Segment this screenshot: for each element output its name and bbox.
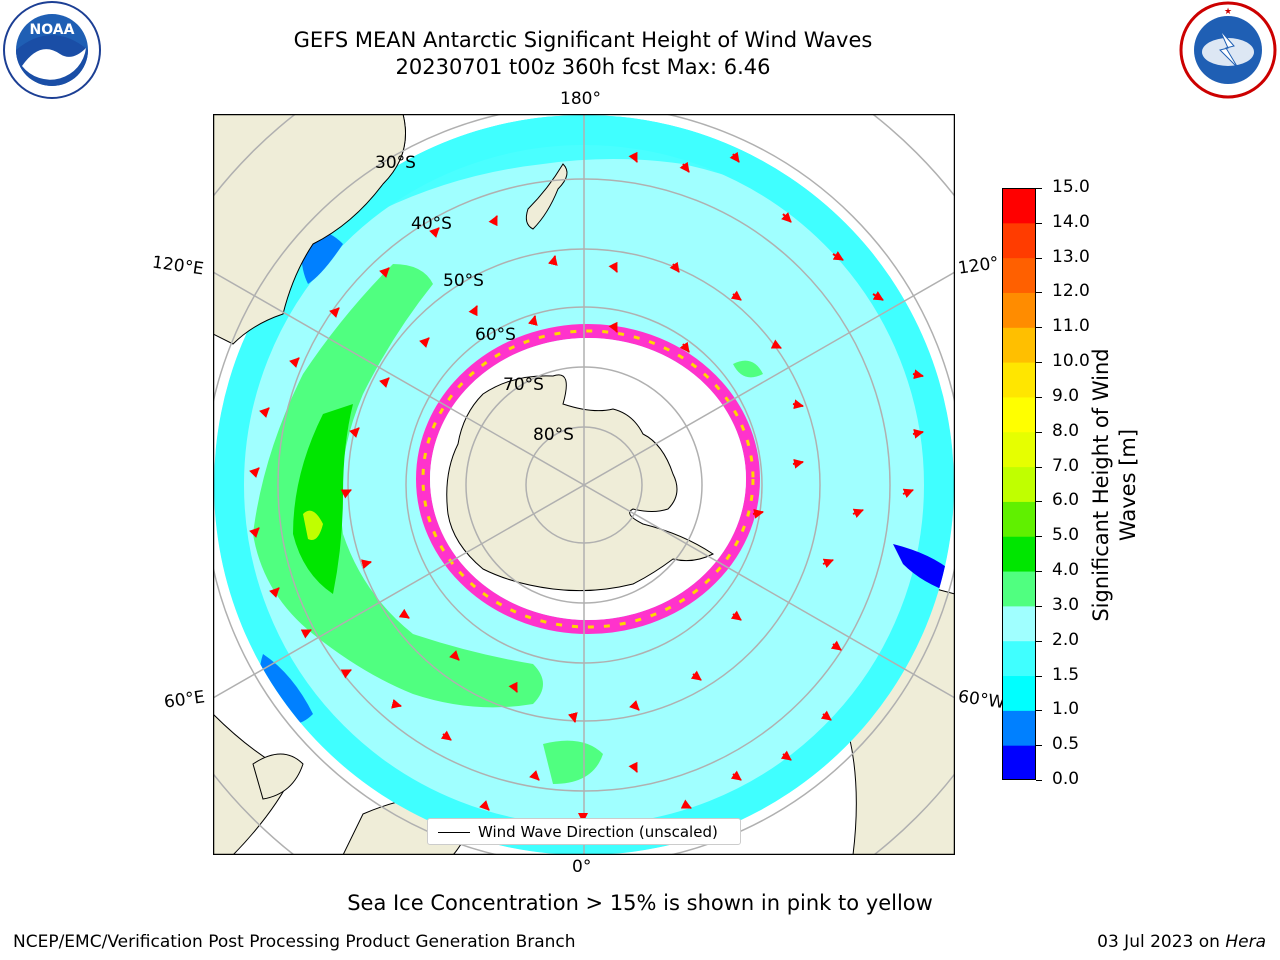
chart-subtitle: 20230701 t00z 360h fcst Max: 6.46	[395, 55, 771, 79]
footer-date-text: 03 Jul 2023 on	[1097, 932, 1226, 952]
colorbar-tick-mark	[1036, 257, 1042, 259]
colorbar-tick-label: 6.0	[1052, 490, 1080, 511]
colorbar-tick-label: 8.0	[1052, 420, 1080, 441]
colorbar-tick-label: 15.0	[1052, 177, 1090, 197]
colorbar-segment	[1002, 431, 1036, 468]
lat-label-50s: 50°S	[443, 271, 484, 291]
lon-label-lower-right: 60°W	[956, 686, 1007, 714]
colorbar-segment	[1002, 745, 1036, 780]
lon-label-upper-left: 120°E	[150, 252, 205, 280]
lat-label-60s: 60°S	[475, 325, 516, 345]
colorbar-tick-mark	[1036, 431, 1042, 433]
colorbar-segment	[1002, 327, 1036, 363]
colorbar-tick-label: 10.0	[1052, 351, 1090, 372]
colorbar-tick-mark	[1036, 188, 1042, 189]
polar-map: 30°S 40°S 50°S 60°S 70°S 80°S	[213, 114, 955, 855]
colorbar-tick-label: 14.0	[1052, 211, 1090, 232]
colorbar-tick-label: 4.0	[1052, 560, 1080, 581]
legend-line	[438, 832, 470, 833]
lon-label-lower-left: 60°E	[162, 687, 207, 713]
colorbar-tick-mark	[1036, 605, 1042, 607]
colorbar-segment	[1002, 710, 1036, 746]
colorbar-tick-mark	[1036, 571, 1042, 573]
colorbar-segment	[1002, 222, 1036, 259]
colorbar	[1002, 188, 1036, 780]
graticule	[213, 114, 955, 855]
colorbar-segment	[1002, 675, 1036, 711]
legend-text: Wind Wave Direction (unscaled)	[478, 823, 718, 841]
colorbar-tick-label: 7.0	[1052, 455, 1080, 476]
colorbar-segment	[1002, 571, 1036, 607]
svg-text:★: ★	[1224, 7, 1232, 17]
lon-label-bottom: 0°	[572, 857, 592, 877]
colorbar-tick-label: 0.5	[1052, 734, 1080, 755]
lat-label-40s: 40°S	[411, 214, 452, 234]
australia-land	[213, 114, 406, 345]
sea-ice-caption: Sea Ice Concentration > 15% is shown in …	[347, 891, 933, 915]
colorbar-tick-mark	[1036, 745, 1042, 747]
colorbar-segment	[1002, 605, 1036, 642]
lat-label-80s: 80°S	[533, 425, 574, 445]
lat-label-30s: 30°S	[375, 153, 416, 173]
colorbar-segment	[1002, 188, 1036, 224]
colorbar-segment	[1002, 640, 1036, 677]
lat-label-70s: 70°S	[503, 375, 544, 395]
colorbar-segment	[1002, 396, 1036, 433]
colorbar-tick-mark	[1036, 292, 1042, 294]
footer-branch: NCEP/EMC/Verification Post Processing Pr…	[13, 932, 576, 952]
colorbar-tick-mark	[1036, 675, 1042, 677]
colorbar-tick-mark	[1036, 501, 1042, 503]
colorbar-tick-label: 9.0	[1052, 385, 1080, 406]
noaa-logo-icon: NOAA	[3, 1, 101, 99]
map-legend: Wind Wave Direction (unscaled)	[427, 818, 741, 845]
colorbar-tick-label: 2.0	[1052, 629, 1080, 650]
colorbar-tick-label: 12.0	[1052, 281, 1090, 302]
colorbar-tick-mark	[1036, 536, 1042, 538]
colorbar-tick-mark	[1036, 396, 1042, 398]
colorbar-tick-label: 5.0	[1052, 525, 1080, 546]
colorbar-tick-label: 1.5	[1052, 664, 1080, 685]
colorbar-segment	[1002, 466, 1036, 502]
colorbar-tick-label: 3.0	[1052, 594, 1080, 615]
lon-label-upper-right: 120°	[956, 253, 1001, 279]
wind-wave-arrows	[249, 151, 924, 823]
colorbar-tick-mark	[1036, 710, 1042, 712]
chart-title: GEFS MEAN Antarctic Significant Height o…	[293, 28, 873, 52]
footer-machine: Hera	[1225, 932, 1266, 952]
colorbar-tick-mark	[1036, 466, 1042, 468]
colorbar-tick-mark	[1036, 327, 1042, 329]
colorbar-segment	[1002, 536, 1036, 572]
colorbar-segment	[1002, 501, 1036, 537]
colorbar-label: Significant Height of Wind Waves [m]	[1089, 348, 1140, 622]
colorbar-segment	[1002, 362, 1036, 398]
colorbar-tick-mark	[1036, 222, 1042, 224]
nws-logo-icon: ★	[1179, 1, 1277, 99]
colorbar-tick-mark	[1036, 362, 1042, 364]
colorbar-tick-mark	[1036, 780, 1042, 781]
colorbar-tick-label: 13.0	[1052, 246, 1090, 267]
colorbar-tick-mark	[1036, 640, 1042, 642]
map-frame	[213, 114, 955, 855]
colorbar-tick-label: 1.0	[1052, 699, 1080, 720]
colorbar-tick-label: 0.0	[1052, 769, 1080, 789]
colorbar-segment	[1002, 292, 1036, 328]
footer-date: 03 Jul 2023 on Hera	[1097, 932, 1266, 952]
colorbar-segment	[1002, 257, 1036, 293]
noaa-logo-text: NOAA	[30, 22, 75, 38]
lon-label-top: 180°	[560, 89, 601, 109]
colorbar-tick-label: 11.0	[1052, 316, 1090, 337]
